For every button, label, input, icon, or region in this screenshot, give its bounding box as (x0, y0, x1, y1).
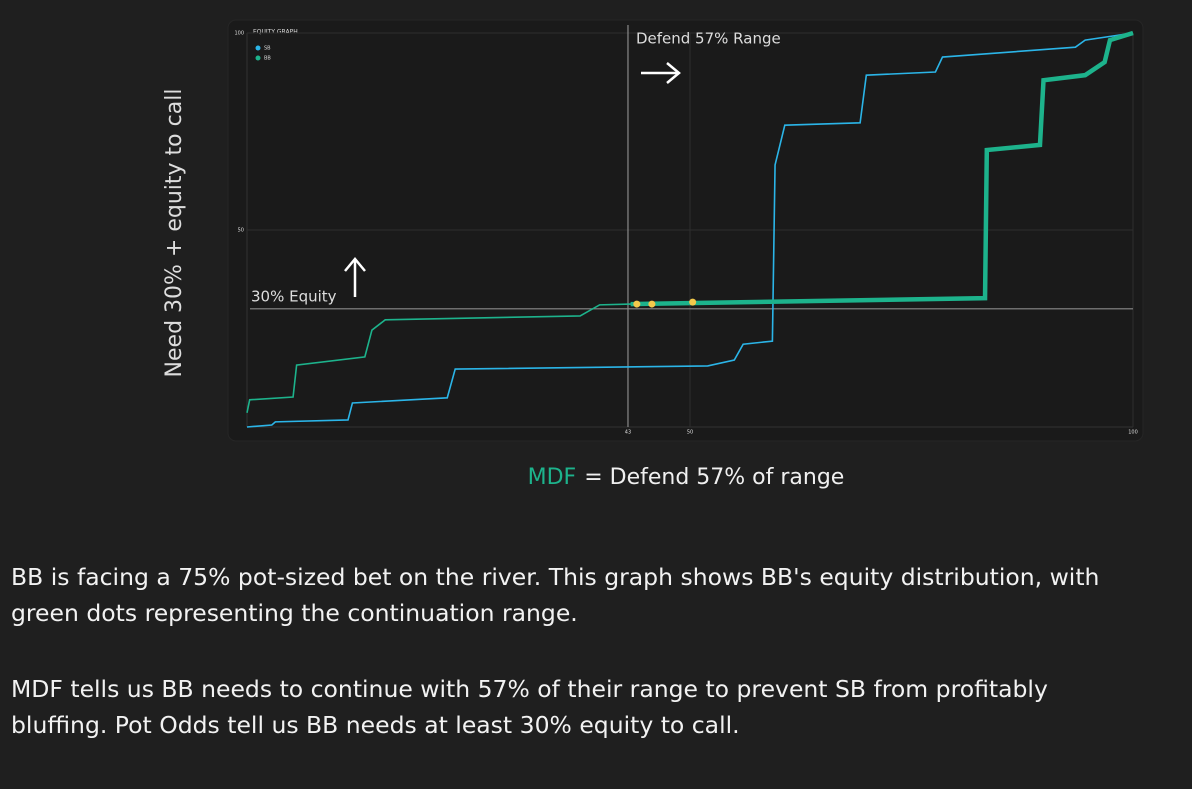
y-axis-label: Need 30% + equity to call (162, 89, 187, 378)
x-tick-label: 50 (687, 430, 693, 436)
chart-title: EQUITY GRAPH (253, 29, 298, 36)
y-tick-label: 50 (238, 228, 244, 234)
marker (648, 300, 656, 308)
legend-label: BB (264, 56, 271, 62)
marker (633, 300, 641, 308)
chart: EQUITY GRAPH Need 30% + equity to call M… (162, 25, 1138, 490)
legend-marker (255, 55, 261, 61)
caption-highlight: MDF (528, 465, 577, 490)
marker (689, 298, 697, 306)
caption: MDF = Defend 57% of range (528, 465, 845, 490)
y-tick-label: 100 (234, 31, 244, 37)
paragraph: BB is facing a 75% pot-sized bet on the … (11, 563, 1100, 627)
legend-label: SB (264, 46, 271, 52)
annotation: 30% Equity (251, 287, 337, 305)
paragraph: MDF tells us BB needs to continue with 5… (11, 675, 1048, 739)
legend-marker (255, 45, 261, 51)
annotation: Defend 57% Range (636, 30, 781, 48)
x-tick-label: 100 (1128, 430, 1138, 436)
continuation-range (630, 30, 1134, 307)
series-line (246, 32, 1134, 428)
caption-text: = Defend 57% of range (584, 465, 844, 490)
arrows (344, 62, 681, 297)
x-tick-label: 43 (625, 430, 631, 436)
